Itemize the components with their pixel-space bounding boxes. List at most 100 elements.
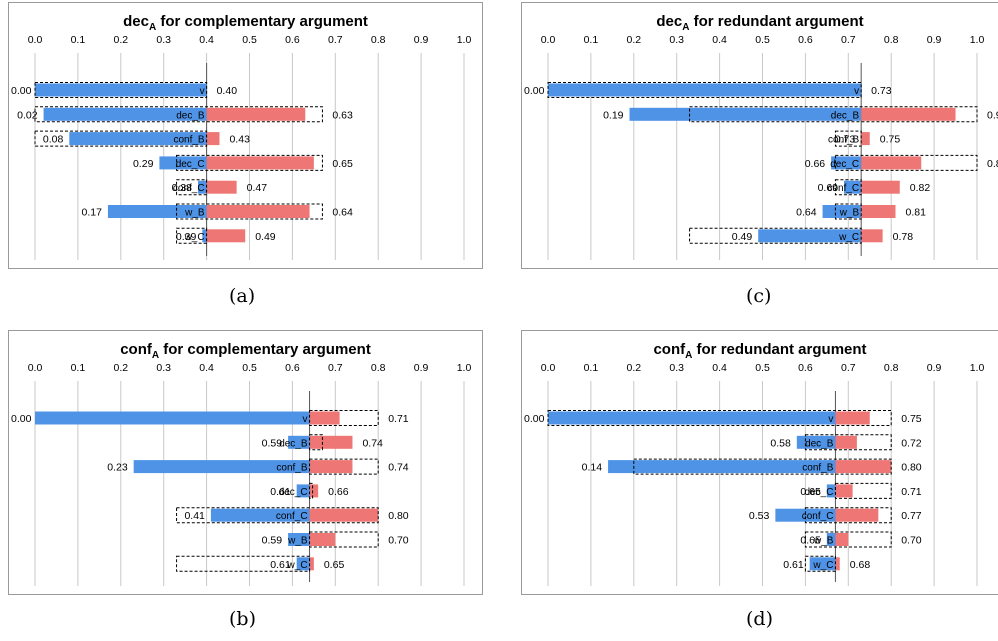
bar-decrease — [822, 205, 862, 218]
low-value-label: 0.61 — [270, 559, 291, 571]
range-box — [176, 154, 323, 171]
x-tick-label: 0.8 — [884, 34, 899, 46]
high-value-label: 0.77 — [901, 510, 922, 522]
high-value-label: 0.74 — [362, 437, 383, 449]
category-label: v — [200, 86, 205, 97]
bar-increase — [861, 229, 883, 243]
x-tick-label: 0.4 — [199, 362, 214, 374]
low-value-label: 0.59 — [262, 437, 283, 449]
high-value-label: 0.40 — [217, 85, 238, 97]
high-value-label: 0.43 — [229, 134, 250, 146]
low-value-label: 0.53 — [749, 510, 770, 522]
bar-decrease — [775, 508, 836, 522]
category-label: w_C — [287, 560, 308, 571]
high-value-label: 0.49 — [255, 231, 276, 243]
x-tick-label: 0.3 — [156, 34, 171, 46]
bar-increase — [835, 533, 849, 546]
category-label: conf_C — [276, 511, 308, 522]
high-value-label: 0.75 — [901, 413, 922, 425]
caption-c: (c) — [746, 285, 772, 307]
bar-decrease — [296, 557, 310, 571]
x-tick-label: 0.2 — [626, 362, 641, 374]
low-value-label: 0.65 — [800, 486, 821, 498]
x-tick-label: 0.5 — [242, 362, 257, 374]
category-label: v — [303, 414, 308, 425]
range-box — [309, 410, 379, 426]
range-box — [34, 106, 323, 123]
x-tick-label: 0.0 — [541, 34, 556, 46]
low-value-label: 0.73 — [835, 134, 856, 146]
caption-a: (a) — [229, 285, 256, 307]
bar-increase — [206, 180, 237, 194]
high-value-label: 0.78 — [893, 231, 914, 243]
bar-decrease — [608, 460, 836, 474]
range-box — [309, 531, 379, 548]
x-tick-label: 0.4 — [712, 34, 727, 46]
x-tick-label: 0.0 — [28, 362, 43, 374]
x-tick-label: 0.1 — [584, 362, 599, 374]
bar-increase — [861, 107, 956, 121]
high-value-label: 0.75 — [880, 134, 901, 146]
high-value-label: 0.80 — [388, 510, 409, 522]
x-tick-label: 0.5 — [755, 362, 770, 374]
x-tick-label: 0.0 — [28, 34, 43, 46]
range-box — [34, 82, 208, 98]
bar-increase — [309, 435, 353, 449]
low-value-label: 0.66 — [805, 158, 826, 170]
x-tick-label: 0.3 — [156, 362, 171, 374]
bar-decrease — [629, 107, 862, 121]
low-value-label: 0.00 — [524, 85, 545, 97]
bar-decrease — [548, 83, 862, 97]
category-label: v — [828, 414, 833, 425]
bar-increase — [835, 411, 870, 425]
range-box — [176, 179, 208, 196]
low-value-label: 0.41 — [184, 510, 205, 522]
bar-decrease — [296, 484, 310, 498]
x-tick-label: 0.0 — [541, 362, 556, 374]
x-tick-label: 0.7 — [841, 34, 856, 46]
category-label: conf_B — [802, 463, 833, 474]
range-box — [176, 227, 208, 244]
range-box — [804, 507, 892, 524]
x-tick-label: 0.9 — [927, 362, 942, 374]
x-tick-label: 0.6 — [798, 34, 813, 46]
x-tick-label: 0.3 — [669, 34, 684, 46]
bar-increase — [206, 156, 314, 170]
bar-decrease — [796, 435, 836, 449]
x-tick-label: 0.1 — [71, 34, 86, 46]
bar-increase — [309, 557, 314, 571]
bar-increase — [206, 107, 306, 121]
bar-decrease — [133, 460, 310, 474]
chart-panel-d: confA for redundant argument 0.0 0.1 0.2 0.… — [521, 330, 998, 595]
low-value-label: 0.69 — [818, 182, 839, 194]
range-box — [834, 482, 892, 499]
low-value-label: 0.08 — [43, 134, 64, 146]
category-label: conf_B — [276, 463, 307, 474]
category-label: dec_C — [279, 487, 308, 498]
category-label: w_B — [813, 536, 834, 547]
low-value-label: 0.23 — [107, 462, 128, 474]
category-label: w_B — [287, 536, 308, 547]
range-box — [309, 482, 314, 499]
high-value-label: 0.68 — [850, 559, 871, 571]
low-value-label: 0.38 — [172, 182, 193, 194]
x-tick-label: 0.7 — [841, 362, 856, 374]
category-label: dec_C — [805, 487, 834, 498]
chart-title-b: confA for complementary argument — [120, 341, 371, 361]
x-tick-label: 1.0 — [457, 362, 472, 374]
low-value-label: 0.00 — [11, 413, 32, 425]
bar-increase — [309, 411, 340, 425]
x-tick-label: 1.0 — [970, 362, 985, 374]
bar-increase — [206, 132, 220, 146]
high-value-label: 0.82 — [910, 182, 931, 194]
range-box — [176, 507, 379, 524]
bar-decrease — [107, 205, 207, 218]
x-tick-label: 0.8 — [884, 362, 899, 374]
range-box — [804, 555, 836, 572]
range-box — [547, 410, 892, 426]
bar-increase — [835, 460, 892, 474]
bar-decrease — [35, 83, 207, 97]
high-value-label: 0.71 — [901, 486, 922, 498]
bar-decrease — [69, 132, 207, 146]
high-value-label: 0.72 — [901, 437, 922, 449]
